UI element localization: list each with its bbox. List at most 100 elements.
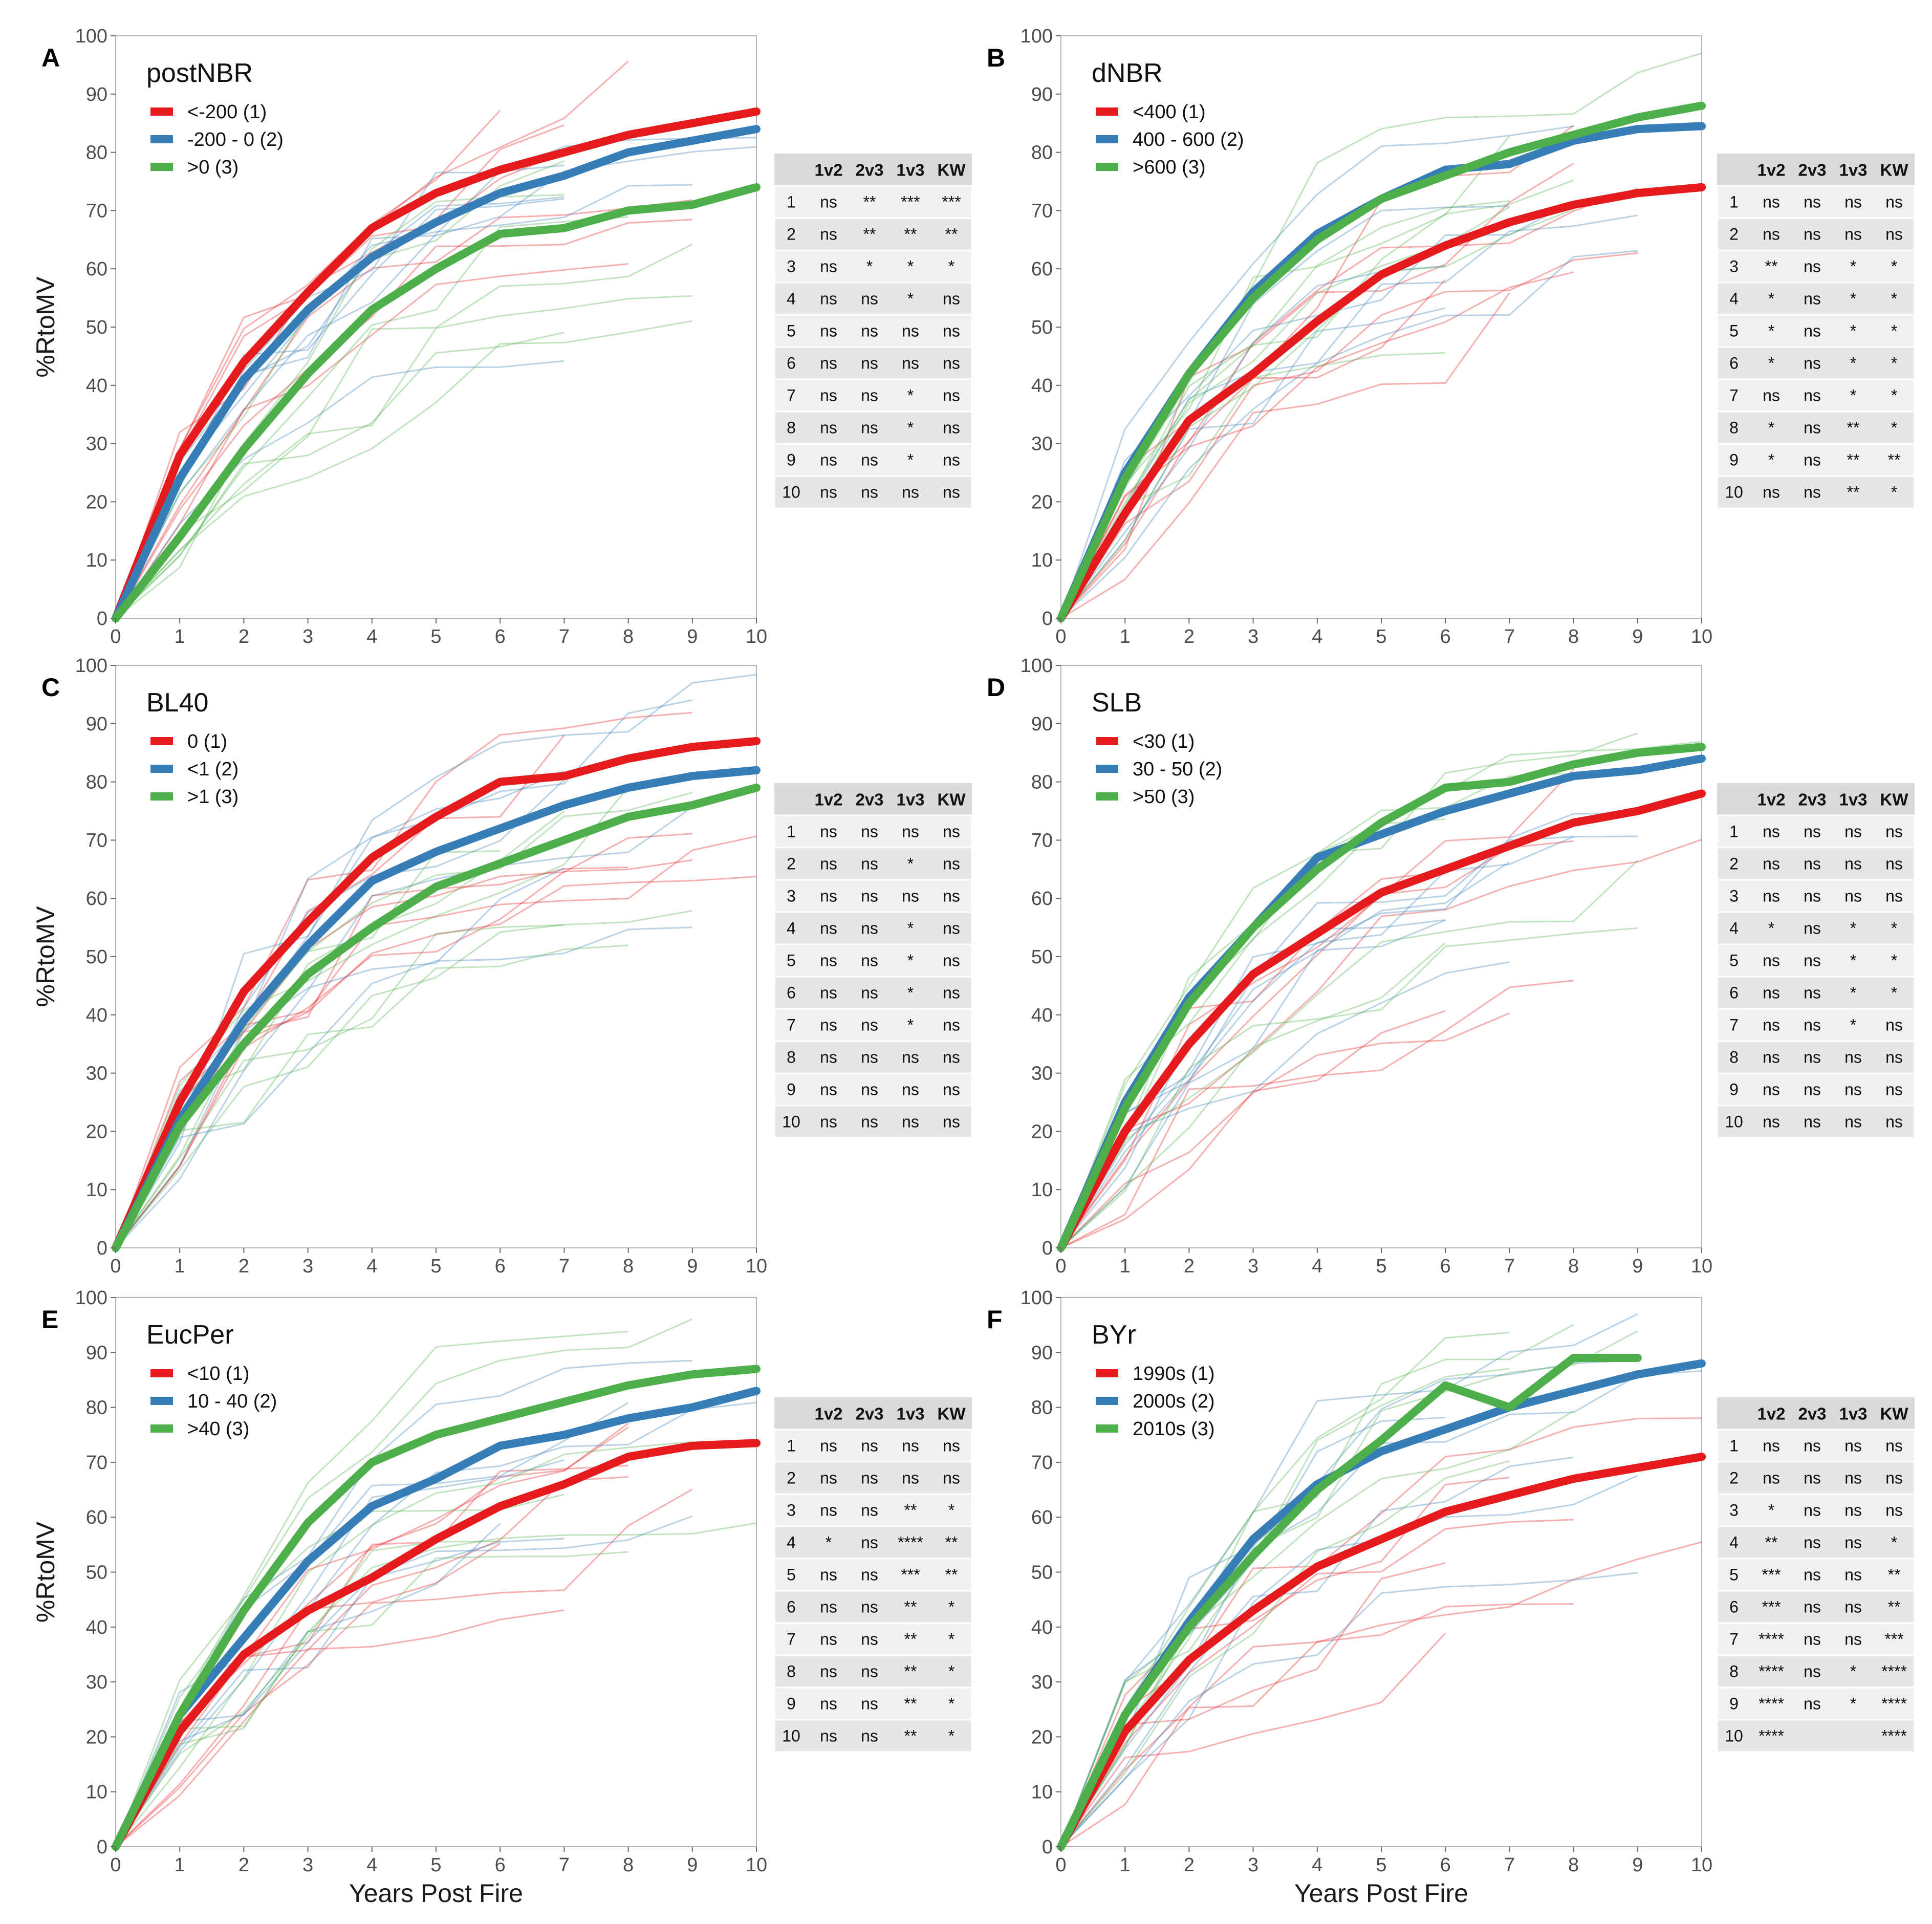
panel-f-trajectory-line [1060,1313,1638,1847]
panel-e-x-tick-label: 9 [687,1854,698,1876]
panel-d-trajectory-line [1060,861,1510,1248]
panel-f-y-tick-label: 70 [1031,1452,1053,1474]
panel-f-x-tick-label: 7 [1504,1854,1515,1876]
panel-a-x-tick-label: 10 [746,626,767,647]
panel-c-table-cell: ns [902,1080,919,1099]
panel-b-table-cell: ns [1844,193,1862,211]
panel-a-table-cell: ns [861,354,878,373]
panel-c-y-tick-label: 10 [86,1179,107,1201]
panel-b-table-row [1716,282,1916,316]
panel-a-table-cell: ** [863,193,876,211]
panel-b-y-tick-label: 30 [1031,434,1053,455]
panel-e-table-cell: ** [945,1533,958,1552]
panel-d-table-cell: ns [1763,1048,1780,1067]
panel-e-series-2-line [112,1387,761,1851]
panel-e-trajectory-line [115,1515,693,1847]
panel-c-table-cell: * [907,919,914,938]
panel-e-table-cell: **** [898,1533,923,1552]
panel-e-table-cell: ns [902,1437,919,1455]
panel-c-legend-label: >1 (3) [187,786,238,808]
panel-c-table-year: 2 [787,855,796,873]
panel-e-table-row [773,1622,973,1656]
panel-f-table-cell: ** [1888,1598,1901,1616]
panel-a-table-cell: ns [902,322,919,340]
panel-a-y-tick-label: 40 [86,375,107,397]
panel-c-x-tick-label: 8 [623,1256,634,1277]
panel-b-table-cell: * [1891,290,1897,308]
panel-d-table-cell: ns [1804,984,1821,1002]
panel-c-table-cell: ns [861,984,878,1002]
panel-c-series-1-line [112,737,761,1252]
panel-e-trajectory-line [115,1488,693,1848]
panel-c-table-cell: ns [820,1048,837,1067]
panel-d-y-tick-label: 40 [1031,1005,1053,1026]
panel-a-table-year: 9 [787,451,796,469]
panel-d-table-cell: ns [1885,1080,1903,1099]
panel-d-table-row [1716,879,1916,913]
panel-b-table-cell: ns [1844,225,1862,244]
panel-d-trajectory-line [1060,838,1702,1248]
panel-c-table-cell: ns [943,1048,960,1067]
panel-a-x-tick-label: 5 [430,626,441,647]
panel-b-legend-title: dNBR [1092,58,1163,88]
panel-b-table-year: 1 [1729,193,1739,211]
panel-a-table-year: 8 [787,419,796,437]
panel-a-table-cell: ns [820,419,837,437]
panel-e-trajectory-line [115,1538,565,1847]
panel-e-y-tick-label: 20 [86,1726,107,1748]
panel-e-x-tick-label: 8 [623,1854,634,1876]
panel-d-table-cell: ns [1885,823,1903,841]
panel-c-table-row [773,1105,973,1139]
panel-e-series-3-line [112,1365,761,1851]
panel-e-table-cell: * [948,1727,954,1745]
panel-e-letter: E [41,1305,58,1334]
panel-b-x-tick-label: 3 [1248,626,1258,647]
panel-d-table-cell: ns [1885,1048,1903,1067]
panel-e-significance-table: 1v2 2v3 1v3 KW1 ns ns ns ns2 ns ns ns ns3 ns ns ** *4 * n… [773,1397,973,1753]
panel-d-table-cell: ns [1804,919,1821,938]
panel-f-table-cell: ** [1765,1533,1778,1552]
panel-d-table-row [1716,1105,1916,1139]
panel-e-y-tick-label: 10 [86,1782,107,1803]
panel-e-legend-label: 10 - 40 (2) [187,1391,277,1412]
panel-d-table-cell: * [1768,919,1774,938]
panel-e-table-cell: ns [820,1501,837,1520]
panel-c-table-cell: * [907,855,914,873]
panel-b-table-year: 5 [1729,322,1739,340]
panel-a-y-axis-title: %RtoMV [31,276,60,378]
panel-f-table-year: 1 [1729,1437,1739,1455]
panel-d-table-cell: ns [1763,823,1780,841]
panel-c-table-cell: ns [861,1113,878,1131]
panel-d-table-header: 1v3 [1839,790,1867,809]
panel-b-y-tick-label: 80 [1031,142,1053,164]
panel-d-table-cell: ns [1804,952,1821,970]
panel-e-table-cell: ** [904,1501,917,1520]
panel-d-trajectory-line [1060,1010,1446,1249]
panel-d-table-cell: ns [1844,1113,1862,1131]
panel-f-y-tick-label: 10 [1031,1782,1053,1803]
panel-e-table-cell: ns [820,1566,837,1584]
panel-c-table-cell: ns [943,887,960,905]
panel-c-table-cell: * [907,952,914,970]
panel-c-table-cell: ns [902,823,919,841]
panel-c-table-cell: ns [943,823,960,841]
panel-c-table-cell: ns [861,952,878,970]
panel-b-trajectory-line [1060,208,1574,619]
panel-c-table-year: 5 [787,952,796,970]
panel-e-x-tick-label: 4 [366,1854,377,1876]
panel-b-table-cell: ns [1804,386,1821,405]
panel-b-table-cell: ** [1847,451,1860,469]
panel-b-table-cell: * [1891,483,1897,502]
panel-b-table-cell: * [1850,290,1856,308]
panel-e-table-row [773,1719,973,1753]
panel-d-y-tick-label: 100 [1021,655,1053,677]
panel-d-trajectory-line [1060,860,1638,1248]
panel-d-trajectory-line [1060,768,1574,1248]
panel-f-table-year: 3 [1729,1501,1739,1520]
panel-b-table-row [1716,378,1916,413]
panel-e-table-year: 1 [787,1437,796,1455]
panel-b-table-cell: * [1850,257,1856,276]
panel-c-table-row [773,814,973,849]
panel-d-table-cell: ns [1804,887,1821,905]
panel-a-table-cell: ns [902,483,919,502]
